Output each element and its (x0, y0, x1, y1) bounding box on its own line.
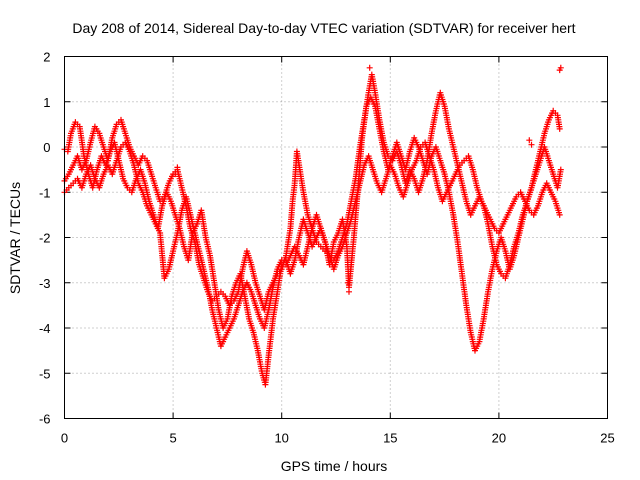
y-tick-label: -2 (39, 231, 51, 246)
data-point (366, 64, 373, 71)
data-point (344, 279, 351, 286)
data-point (174, 164, 181, 171)
y-tick-label: -1 (39, 185, 51, 200)
y-tick-label: 0 (43, 140, 50, 155)
data-point (526, 137, 533, 144)
series-track-1 (61, 94, 563, 388)
data-point (556, 125, 563, 132)
y-tick-label: -3 (39, 276, 51, 291)
x-tick-label: 15 (383, 431, 397, 446)
x-tick-label: 10 (274, 431, 288, 446)
x-tick-label: 20 (492, 431, 506, 446)
x-tick-label: 5 (169, 431, 176, 446)
data-point (172, 171, 179, 178)
chart-title: Day 208 of 2014, Sidereal Day-to-day VTE… (72, 20, 575, 36)
data-point (557, 166, 564, 173)
y-axis-label: SDTVAR / TECUs (7, 182, 23, 294)
data-point (346, 288, 352, 295)
y-tick-label: -5 (39, 366, 51, 381)
data-point (556, 211, 563, 218)
data-point (528, 141, 535, 148)
x-tick-label: 0 (61, 431, 68, 446)
y-tick-label: 1 (43, 95, 50, 110)
series-track-3 (61, 139, 563, 350)
y-tick-label: -6 (39, 412, 51, 427)
series-outliers (172, 64, 564, 295)
x-axis-label: GPS time / hours (281, 458, 388, 474)
data-point (556, 67, 563, 74)
y-tick-label: 2 (43, 50, 50, 65)
x-tick-label: 25 (600, 431, 614, 446)
plot-frame (64, 56, 608, 419)
data-layer (61, 64, 564, 388)
y-tick-label: -4 (39, 321, 51, 336)
